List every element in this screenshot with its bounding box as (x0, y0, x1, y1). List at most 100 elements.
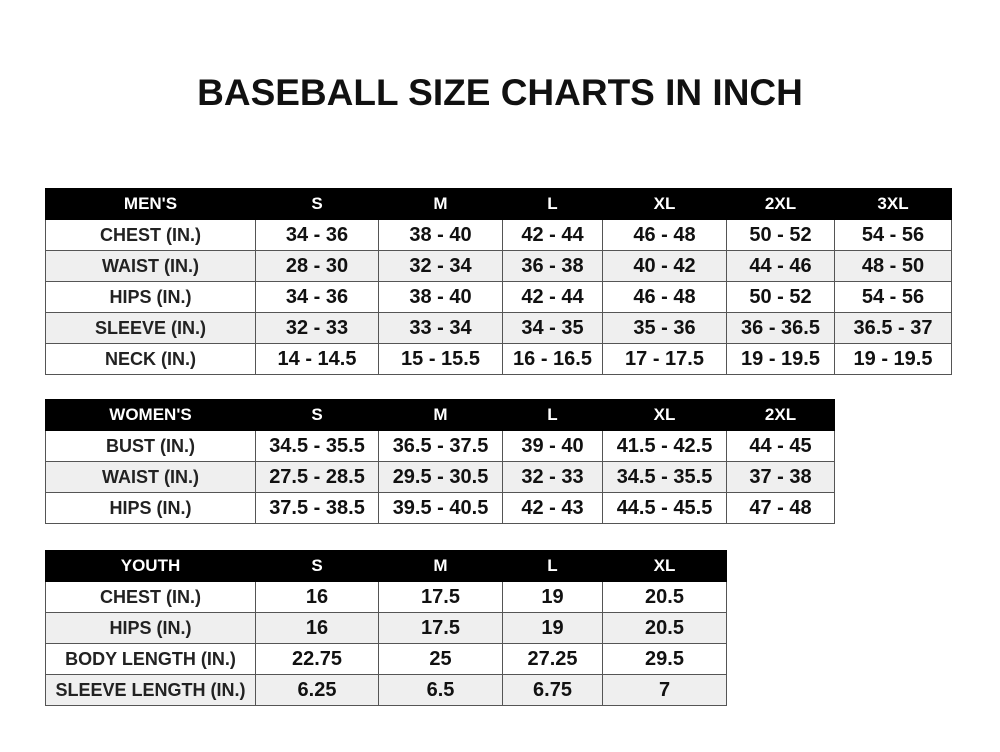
size-header: 2XL (726, 399, 835, 431)
measurement-value: 39 - 40 (502, 430, 603, 462)
table-row: WAIST (IN.) 28 - 30 32 - 34 36 - 38 40 - 42 4… (45, 250, 952, 282)
size-header: XL (602, 188, 727, 220)
table-row: CHEST (IN.) 34 - 36 38 - 40 42 - 44 46 - 48 5… (45, 219, 952, 251)
measurement-value: 27.25 (502, 643, 603, 675)
size-header: S (255, 550, 379, 582)
measurement-value: 44 - 46 (726, 250, 835, 282)
measurement-label: HIPS (IN.) (45, 492, 256, 524)
measurement-value: 19 (502, 581, 603, 613)
measurement-value: 29.5 - 30.5 (378, 461, 503, 493)
measurement-value: 20.5 (602, 612, 727, 644)
measurement-label: CHEST (IN.) (45, 581, 256, 613)
measurement-value: 32 - 33 (255, 312, 379, 344)
measurement-value: 28 - 30 (255, 250, 379, 282)
measurement-value: 50 - 52 (726, 219, 835, 251)
table-header-row: WOMEN'S S M L XL 2XL (45, 399, 835, 431)
page-title: BASEBALL SIZE CHARTS IN INCH (197, 72, 803, 113)
measurement-value: 34.5 - 35.5 (602, 461, 727, 493)
table-row: WAIST (IN.) 27.5 - 28.5 29.5 - 30.5 32 - 33… (45, 461, 835, 493)
measurement-value: 16 (255, 612, 379, 644)
size-header: XL (602, 399, 727, 431)
measurement-value: 44 - 45 (726, 430, 835, 462)
table-row: SLEEVE LENGTH (IN.) 6.25 6.5 6.75 7 (45, 674, 727, 706)
size-header: S (255, 188, 379, 220)
measurement-value: 46 - 48 (602, 219, 727, 251)
measurement-value: 32 - 33 (502, 461, 603, 493)
category-header: MEN'S (45, 188, 256, 220)
measurement-value: 36 - 38 (502, 250, 603, 282)
measurement-value: 32 - 34 (378, 250, 503, 282)
measurement-label: NECK (IN.) (45, 343, 256, 375)
measurement-value: 37.5 - 38.5 (255, 492, 379, 524)
measurement-value: 47 - 48 (726, 492, 835, 524)
table-row: CHEST (IN.) 16 17.5 19 20.5 (45, 581, 727, 613)
measurement-label: SLEEVE (IN.) (45, 312, 256, 344)
measurement-value: 35 - 36 (602, 312, 727, 344)
mens-size-table: MEN'S S M L XL 2XL 3XL CHEST (IN.) 34 - 36 38 - 4… (45, 188, 952, 375)
measurement-value: 36 - 36.5 (726, 312, 835, 344)
measurement-value: 7 (602, 674, 727, 706)
measurement-value: 42 - 44 (502, 281, 603, 313)
measurement-value: 33 - 34 (378, 312, 503, 344)
measurement-value: 54 - 56 (834, 281, 952, 313)
measurement-value: 6.25 (255, 674, 379, 706)
table-row: HIPS (IN.) 37.5 - 38.5 39.5 - 40.5 42 - 43 4… (45, 492, 835, 524)
size-header: L (502, 188, 603, 220)
measurement-value: 16 (255, 581, 379, 613)
measurement-value: 25 (378, 643, 503, 675)
category-header: WOMEN'S (45, 399, 256, 431)
table-row: HIPS (IN.) 16 17.5 19 20.5 (45, 612, 727, 644)
measurement-value: 48 - 50 (834, 250, 952, 282)
size-header: M (378, 188, 503, 220)
measurement-value: 34.5 - 35.5 (255, 430, 379, 462)
size-header: L (502, 550, 603, 582)
measurement-value: 34 - 36 (255, 219, 379, 251)
measurement-label: WAIST (IN.) (45, 250, 256, 282)
measurement-value: 19 - 19.5 (726, 343, 835, 375)
measurement-value: 17 - 17.5 (602, 343, 727, 375)
table-header-row: YOUTH S M L XL (45, 550, 727, 582)
size-header: S (255, 399, 379, 431)
measurement-value: 16 - 16.5 (502, 343, 603, 375)
table-row: BODY LENGTH (IN.) 22.75 25 27.25 29.5 (45, 643, 727, 675)
measurement-value: 42 - 43 (502, 492, 603, 524)
measurement-value: 6.75 (502, 674, 603, 706)
measurement-value: 38 - 40 (378, 281, 503, 313)
category-header: YOUTH (45, 550, 256, 582)
measurement-value: 41.5 - 42.5 (602, 430, 727, 462)
youth-size-table: YOUTH S M L XL CHEST (IN.) 16 17.5 19 20.5 HIPS (I… (45, 550, 727, 706)
measurement-value: 37 - 38 (726, 461, 835, 493)
measurement-value: 19 (502, 612, 603, 644)
measurement-value: 15 - 15.5 (378, 343, 503, 375)
size-header: 3XL (834, 188, 952, 220)
measurement-value: 36.5 - 37 (834, 312, 952, 344)
measurement-value: 17.5 (378, 581, 503, 613)
measurement-value: 29.5 (602, 643, 727, 675)
measurement-value: 34 - 35 (502, 312, 603, 344)
measurement-value: 36.5 - 37.5 (378, 430, 503, 462)
measurement-label: HIPS (IN.) (45, 612, 256, 644)
measurement-label: CHEST (IN.) (45, 219, 256, 251)
measurement-value: 6.5 (378, 674, 503, 706)
table-row: NECK (IN.) 14 - 14.5 15 - 15.5 16 - 16.5 17 … (45, 343, 952, 375)
table-row: BUST (IN.) 34.5 - 35.5 36.5 - 37.5 39 - 40 4… (45, 430, 835, 462)
measurement-value: 40 - 42 (602, 250, 727, 282)
measurement-value: 20.5 (602, 581, 727, 613)
womens-size-table: WOMEN'S S M L XL 2XL BUST (IN.) 34.5 - 35.5 36.5… (45, 399, 835, 524)
measurement-value: 14 - 14.5 (255, 343, 379, 375)
measurement-value: 39.5 - 40.5 (378, 492, 503, 524)
size-header: M (378, 399, 503, 431)
measurement-value: 27.5 - 28.5 (255, 461, 379, 493)
measurement-label: BUST (IN.) (45, 430, 256, 462)
measurement-value: 34 - 36 (255, 281, 379, 313)
size-header: L (502, 399, 603, 431)
measurement-value: 38 - 40 (378, 219, 503, 251)
size-header: XL (602, 550, 727, 582)
measurement-label: BODY LENGTH (IN.) (45, 643, 256, 675)
measurement-value: 22.75 (255, 643, 379, 675)
size-header: 2XL (726, 188, 835, 220)
table-row: HIPS (IN.) 34 - 36 38 - 40 42 - 44 46 - 48 50… (45, 281, 952, 313)
measurement-value: 44.5 - 45.5 (602, 492, 727, 524)
table-header-row: MEN'S S M L XL 2XL 3XL (45, 188, 952, 220)
measurement-value: 17.5 (378, 612, 503, 644)
